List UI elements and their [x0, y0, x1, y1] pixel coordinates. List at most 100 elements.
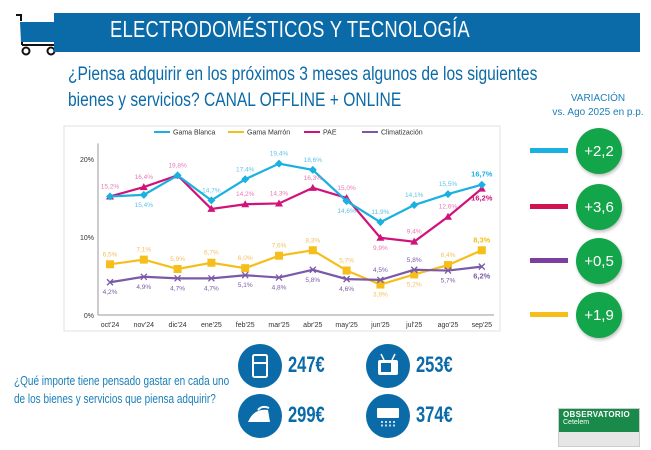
price-value: 374€ [416, 402, 453, 427]
data-label: 16,4% [135, 174, 154, 181]
legend-label: Gama Marrón [247, 130, 290, 137]
variation-title-line1: VARIACIÓN [570, 93, 626, 104]
data-point [241, 271, 249, 279]
variation-swatch [530, 258, 568, 263]
page-title: ELECTRODOMÉSTICOS Y TECNOLOGÍA [110, 16, 470, 42]
data-point [275, 199, 283, 207]
x-tick-label: oct'24 [101, 322, 120, 329]
data-label: 15,0% [337, 185, 356, 192]
price-value: 247€ [288, 352, 325, 377]
data-point [410, 266, 418, 274]
variation-swatch [530, 204, 568, 209]
series-line-3 [109, 265, 482, 284]
data-label: 14,7% [202, 187, 221, 194]
data-label: 5,8% [407, 257, 422, 264]
x-tick-label: ago'25 [438, 322, 459, 329]
series-line-2 [109, 174, 483, 243]
variation-title-line2: vs. Ago 2025 en p.p. [552, 107, 644, 118]
data-point [106, 278, 114, 286]
data-label: 14,1% [405, 192, 424, 199]
series-line-1 [109, 249, 483, 286]
data-point [376, 276, 384, 284]
data-point [106, 260, 114, 269]
data-label: 16,2% [471, 194, 493, 203]
data-label: 6,0% [238, 255, 253, 262]
data-label: 16,3% [304, 175, 323, 182]
logo-line2: Cetelem [563, 419, 590, 426]
tv-icon [366, 344, 410, 388]
variation-title: VARIACIÓN vs. Ago 2025 en p.p. [548, 92, 648, 120]
data-label: 9,4% [407, 229, 422, 236]
data-label: 17,4% [236, 166, 255, 173]
data-point [106, 192, 114, 201]
shopping-cart-icon [16, 14, 57, 56]
data-label: 4,7% [170, 285, 185, 292]
data-label: 4,9% [136, 284, 151, 291]
data-point [410, 270, 419, 279]
x-tick-label: nov'24 [134, 322, 155, 329]
variation-swatch [530, 312, 568, 317]
data-point [444, 267, 452, 274]
legend-label: PAE [323, 130, 337, 137]
x-tick-label: may'25 [335, 322, 357, 329]
chart-frame [63, 125, 501, 332]
data-point [241, 175, 250, 184]
data-label: 5,8% [305, 277, 320, 284]
x-tick-label: dic'24 [169, 322, 187, 329]
data-point [308, 246, 317, 255]
data-point [139, 255, 148, 264]
fridge-icon [238, 344, 282, 388]
data-label: 3,9% [373, 292, 388, 299]
data-label: 19,4% [270, 151, 289, 158]
variation-swatch [530, 148, 568, 153]
y-tick-label: 20% [80, 157, 94, 164]
data-point [477, 180, 486, 189]
data-label: 6,4% [441, 252, 456, 259]
data-label: 15,5% [439, 181, 458, 188]
variation-badge: +0,5 [576, 238, 622, 284]
data-point [207, 258, 216, 267]
data-point [478, 263, 486, 271]
data-point [376, 218, 385, 227]
data-point [173, 264, 182, 273]
data-point [140, 273, 148, 281]
data-label: 6,5% [103, 251, 118, 258]
data-point [275, 274, 283, 282]
data-label: 9,9% [373, 245, 388, 252]
data-label: 5,2% [407, 281, 422, 288]
data-label: 6,7% [204, 250, 219, 257]
data-point [342, 266, 351, 275]
data-point [275, 159, 283, 168]
data-point [376, 233, 385, 241]
data-label: 4,8% [272, 285, 287, 292]
data-point [139, 183, 148, 191]
data-point [444, 212, 452, 220]
data-point [207, 196, 216, 205]
series-line-0 [109, 162, 483, 224]
data-point [241, 200, 250, 208]
variation-badge: +2,2 [576, 128, 622, 174]
y-tick-label: 10% [80, 235, 94, 242]
data-label: 7,6% [272, 243, 287, 250]
x-tick-label: feb'25 [236, 322, 255, 329]
data-point [275, 251, 283, 260]
data-label: 4,2% [103, 289, 118, 296]
survey-question: ¿Piensa adquirir en los próximos 3 meses… [68, 64, 538, 111]
data-label: 4,5% [373, 267, 388, 274]
data-label: 5,7% [441, 278, 456, 285]
data-point [376, 280, 385, 289]
price-value: 299€ [288, 402, 325, 427]
x-tick-label: jun'25 [370, 322, 390, 329]
variation-badge: +1,9 [576, 292, 622, 338]
data-label: 15,2% [101, 183, 120, 190]
y-tick-label: 0% [84, 313, 94, 320]
x-tick-label: abr'25 [303, 322, 322, 329]
air-conditioner-icon [366, 394, 410, 438]
data-point [308, 165, 317, 174]
data-point [444, 190, 452, 199]
data-label: 7,1% [136, 247, 151, 254]
data-point [241, 264, 250, 273]
legend-label: Gama Blanca [173, 130, 216, 137]
data-label: 5,7% [339, 258, 354, 265]
line-chart: 0% 10% 20% oct'24 nov'24 dic'24 ene'25 feb'25 ma… [63, 125, 501, 332]
